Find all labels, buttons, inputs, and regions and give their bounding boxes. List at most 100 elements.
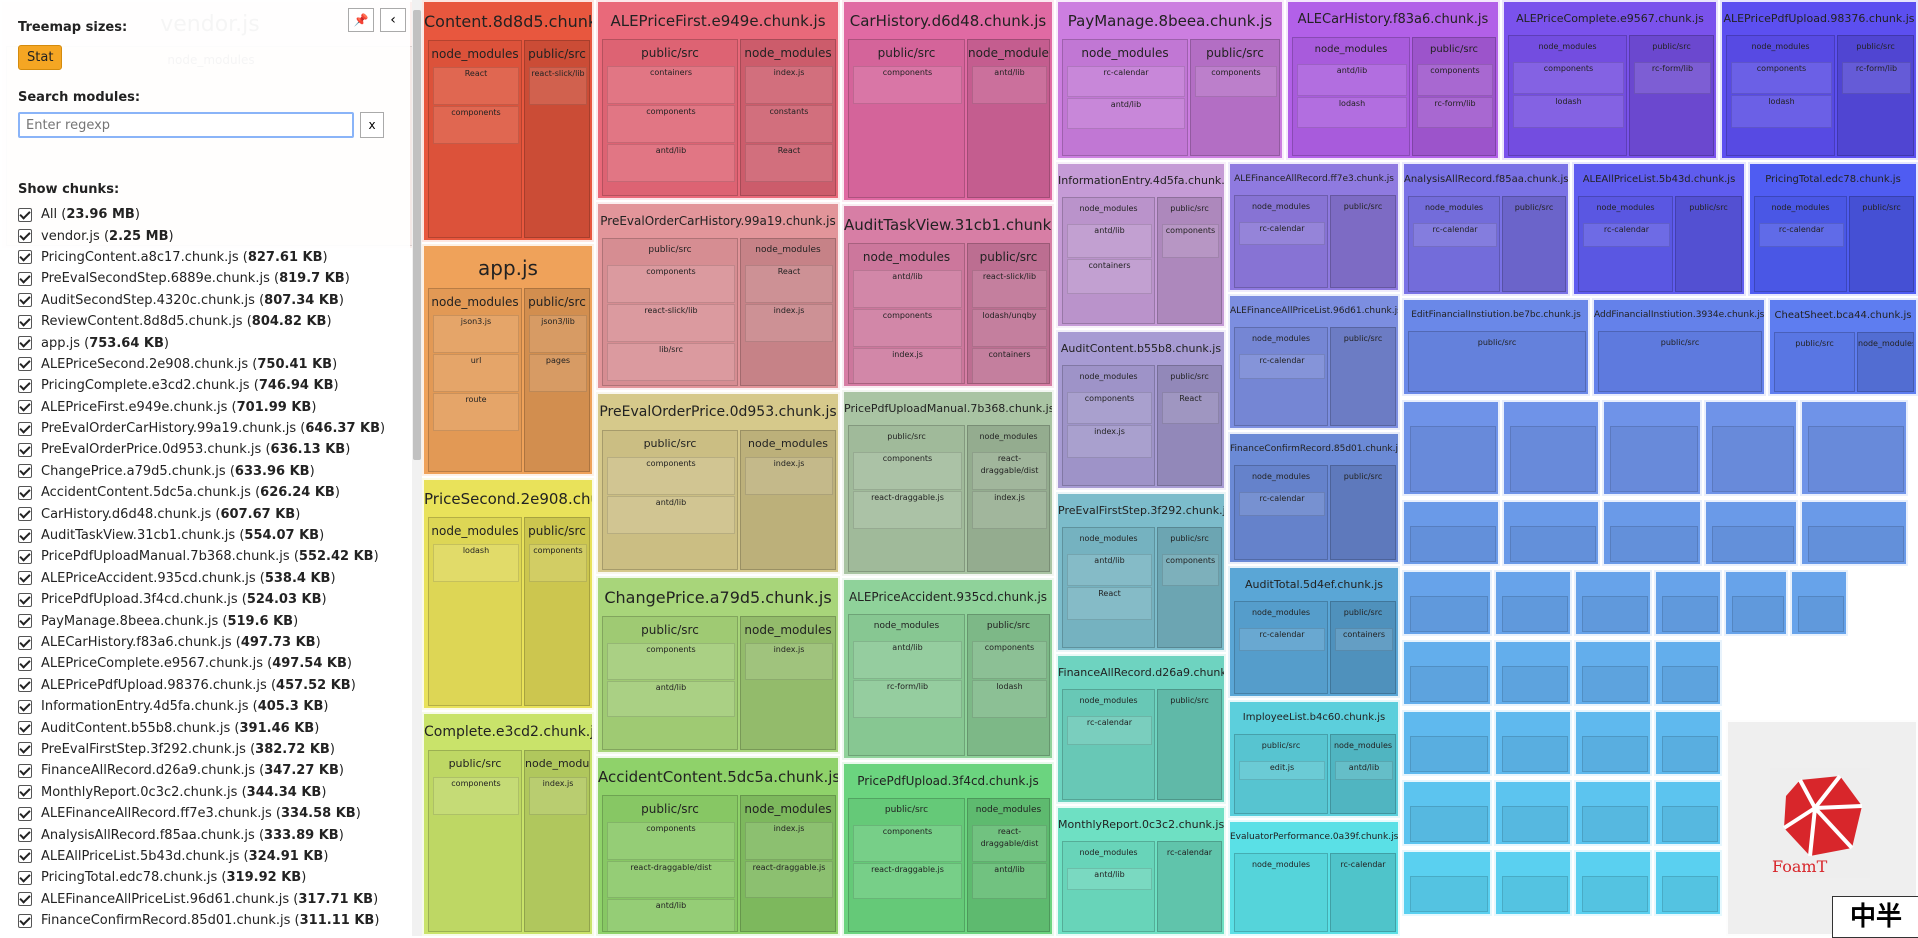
module-block[interactable]: antd/lib xyxy=(853,270,962,308)
module-block[interactable]: containers xyxy=(972,348,1047,383)
module-block[interactable]: components xyxy=(972,641,1047,679)
treemap-chunk[interactable]: ALEFinanceAllPriceList.96d61.chunk.js nod… xyxy=(1228,294,1400,430)
chunk-checkbox[interactable] xyxy=(18,742,32,757)
module-group[interactable]: node_modules rc-calendar xyxy=(1754,196,1847,292)
treemap-chunk[interactable]: ALEPriceFirst.e949e.chunk.js public/src co… xyxy=(596,0,840,200)
module-group[interactable]: node_modules components lodash xyxy=(1508,35,1627,156)
module-group[interactable]: rc-calendar xyxy=(1330,853,1396,932)
chunk-checkbox[interactable] xyxy=(18,250,32,265)
chunk-item[interactable]: ALEFinanceAllRecord.ff7e3.chunk.js (334.… xyxy=(18,803,398,824)
module-group[interactable]: node_modules xyxy=(1857,332,1914,392)
module-group[interactable]: public/src react-slick/lib xyxy=(524,40,590,238)
module-block[interactable] xyxy=(1808,526,1904,562)
treemap-chunk[interactable]: app.js node_modules json3.js url route public… xyxy=(422,244,594,476)
treemap-chunk[interactable]: PreEvalOrderCarHistory.99a19.chunk.js pub… xyxy=(596,202,840,390)
treemap-chunk[interactable]: EditFinancialInstiution.be7bc.chunk.js pu… xyxy=(1402,298,1590,396)
treemap-chunk[interactable] xyxy=(1574,640,1652,706)
module-block[interactable] xyxy=(1410,736,1488,772)
module-group[interactable]: node_modules antd/lib xyxy=(1062,841,1155,932)
treemap-chunk[interactable] xyxy=(1402,780,1492,846)
module-block[interactable]: rc-form/lib xyxy=(1417,96,1493,129)
module-block[interactable]: index.js xyxy=(745,304,833,342)
treemap-chunk[interactable] xyxy=(1654,710,1722,776)
treemap-chunk[interactable] xyxy=(1602,400,1702,496)
module-block[interactable]: lodash/unqby xyxy=(972,309,1047,347)
module-block[interactable]: components xyxy=(1162,554,1219,587)
treemap-chunk[interactable] xyxy=(1402,640,1492,706)
treemap-chunk[interactable]: Complete.e3cd2.chunk.js public/src compone… xyxy=(422,712,594,936)
module-block[interactable] xyxy=(1610,526,1698,562)
treemap-chunk[interactable]: ALEPriceComplete.e9567.chunk.js node_modu… xyxy=(1502,0,1718,160)
treemap-chunk[interactable]: ALEAllPriceList.5b43d.chunk.js node_modul… xyxy=(1572,162,1746,296)
module-block[interactable]: components xyxy=(853,309,962,347)
module-block[interactable]: components xyxy=(607,105,735,143)
module-group[interactable]: public/src json3/lib pages xyxy=(524,288,590,472)
module-group[interactable]: public/src components xyxy=(1190,39,1280,156)
treemap-chunk[interactable]: AuditTotal.5d4ef.chunk.js node_modules rc-… xyxy=(1228,566,1400,698)
module-block[interactable]: lodash xyxy=(972,680,1047,718)
module-group[interactable]: node_modules index.js xyxy=(740,430,836,570)
module-group[interactable]: public/src components react-draggable.js xyxy=(848,798,965,932)
module-group[interactable]: node_modules antd/lib containers xyxy=(1062,197,1155,324)
module-block[interactable]: react-slick/lib xyxy=(972,270,1047,308)
treemap-chunk[interactable] xyxy=(1502,500,1600,566)
module-block[interactable]: constants xyxy=(745,105,833,143)
chunk-item[interactable]: PreEvalSecondStep.6889e.chunk.js (819.7 … xyxy=(18,268,398,289)
treemap-chunk[interactable] xyxy=(1654,780,1722,846)
module-group[interactable]: public/src xyxy=(1502,196,1566,292)
chunk-item[interactable]: MonthlyReport.0c3c2.chunk.js (344.34 KB) xyxy=(18,782,398,803)
module-group[interactable]: public/src components xyxy=(848,39,965,198)
module-block[interactable] xyxy=(1798,596,1844,632)
module-group[interactable]: public/src components xyxy=(1157,527,1222,648)
module-block[interactable] xyxy=(1582,666,1648,702)
module-block[interactable]: components xyxy=(607,265,735,303)
chunk-checkbox[interactable] xyxy=(18,271,32,286)
module-block[interactable]: antd/lib xyxy=(1067,868,1152,891)
module-group[interactable]: public/src xyxy=(1330,327,1396,426)
module-block[interactable]: react-draggable.js xyxy=(853,491,962,529)
treemap-chunk[interactable] xyxy=(1502,400,1600,496)
chunk-checkbox[interactable] xyxy=(18,421,32,436)
chunk-checkbox[interactable] xyxy=(18,336,32,351)
pin-icon[interactable]: 📌 xyxy=(348,8,374,32)
module-group[interactable]: node_modules antd/lib rc-form/lib xyxy=(848,614,965,756)
chunk-item[interactable]: PayManage.8beea.chunk.js (519.6 KB) xyxy=(18,610,398,631)
module-block[interactable]: rc-calendar xyxy=(1759,223,1844,247)
chunk-checkbox[interactable] xyxy=(18,678,32,693)
chunk-checkbox[interactable] xyxy=(18,592,32,607)
module-group[interactable]: public/src components xyxy=(1157,197,1222,324)
module-block[interactable] xyxy=(1410,806,1488,842)
chunk-checkbox[interactable] xyxy=(18,656,32,671)
treemap-chunk[interactable] xyxy=(1494,640,1572,706)
chunk-checkbox[interactable] xyxy=(18,892,32,907)
module-block[interactable] xyxy=(1582,596,1648,632)
module-block[interactable]: react-draggable.js xyxy=(745,860,833,899)
chunk-checkbox[interactable] xyxy=(18,828,32,843)
module-group[interactable]: node_modules antd/lib lodash xyxy=(1292,37,1410,156)
module-block[interactable]: components xyxy=(433,777,519,815)
chunk-item[interactable]: ALEFinanceAllPriceList.96d61.chunk.js (3… xyxy=(18,889,398,910)
chunk-item[interactable]: AuditSecondStep.4320c.chunk.js (807.34 K… xyxy=(18,290,398,311)
chunk-item[interactable]: AccidentContent.5dc5a.chunk.js (626.24 K… xyxy=(18,482,398,503)
treemap-chunk[interactable]: ImployeeList.b4c60.chunk.js public/src edi… xyxy=(1228,700,1400,818)
chunk-item[interactable]: InformationEntry.4d5fa.chunk.js (405.3 K… xyxy=(18,696,398,717)
module-group[interactable]: node_modules antd/lib xyxy=(1330,734,1396,814)
treemap-chunk[interactable] xyxy=(1402,400,1500,496)
treemap-chunk[interactable]: CarHistory.d6d48.chunk.js public/src compo… xyxy=(842,0,1054,202)
module-group[interactable]: public/src containers components antd/lib xyxy=(602,39,738,196)
module-group[interactable]: public/src containers xyxy=(1330,601,1396,694)
treemap-chunk[interactable] xyxy=(1724,570,1788,636)
treemap-chunk[interactable]: CheatSheet.bca44.chunk.js public/src node_… xyxy=(1768,298,1918,396)
module-block[interactable]: components xyxy=(853,66,962,104)
chunk-item[interactable]: ALEPriceSecond.2e908.chunk.js (750.41 KB… xyxy=(18,354,398,375)
module-block[interactable]: rc-calendar xyxy=(1239,222,1325,245)
module-block[interactable]: json3/lib xyxy=(529,315,587,353)
module-block[interactable]: components xyxy=(1731,62,1832,95)
module-block[interactable] xyxy=(1410,876,1488,912)
treemap-chunk[interactable] xyxy=(1494,570,1572,636)
treemap-chunk[interactable]: PayManage.8beea.chunk.js node_modules rc-c… xyxy=(1056,0,1284,160)
treemap-chunk[interactable] xyxy=(1790,570,1848,636)
search-input[interactable] xyxy=(18,112,354,138)
module-group[interactable]: node_modules index.js xyxy=(524,750,590,932)
treemap-chunk[interactable] xyxy=(1602,500,1702,566)
